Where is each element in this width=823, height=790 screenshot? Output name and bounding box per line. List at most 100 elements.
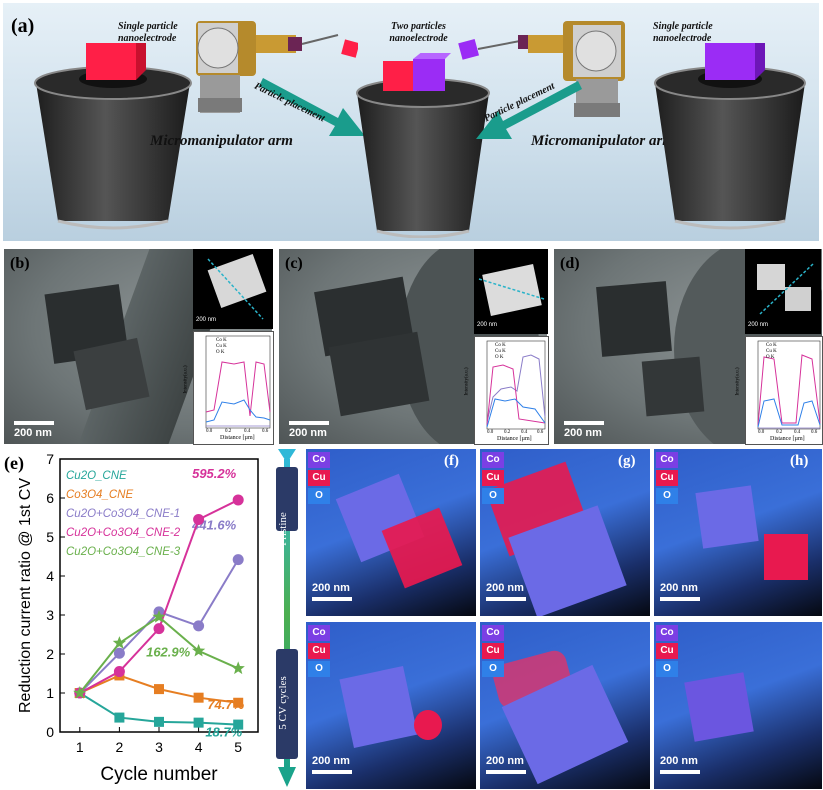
y-axis-label: Reduction current ratio @ 1st CV	[17, 478, 34, 713]
scale-bar-label: 200 nm	[564, 427, 602, 439]
micromanipulator-left-label: Micromanipulator arm	[150, 133, 293, 149]
panel-c-label: (c)	[285, 255, 303, 272]
legend-entry: Cu2O+Co3O4_CNE-2	[66, 527, 181, 539]
center-electrode	[356, 53, 490, 238]
data-point	[154, 684, 164, 695]
y-tick-label: 0	[46, 724, 54, 740]
legend-entry: Cu2O+Co3O4_CNE-3	[66, 546, 181, 558]
legend-co: Co	[656, 452, 678, 468]
data-point	[152, 609, 166, 623]
panel-e-label: (e)	[4, 453, 24, 474]
legend-o: O	[308, 488, 330, 504]
scale-bar-label: 200 nm	[660, 582, 698, 594]
legend-co: Co	[308, 452, 330, 468]
x-tick-label: 4	[195, 739, 203, 755]
data-point	[232, 494, 244, 506]
data-point	[193, 513, 205, 525]
right-electrode	[654, 43, 806, 230]
data-point	[233, 719, 244, 730]
legend-cu: Cu	[308, 643, 330, 659]
data-point	[232, 554, 244, 566]
y-tick-label: 1	[46, 685, 54, 701]
left-arrow	[259, 78, 365, 136]
map-f-pristine: Co Cu O (f) 200 nm	[306, 449, 476, 616]
legend-o: O	[482, 661, 504, 677]
scale-bar-label: 200 nm	[289, 427, 327, 439]
panel-d-label: (d)	[560, 255, 580, 272]
data-point	[233, 697, 244, 708]
data-label: 595.2%	[192, 466, 237, 481]
panel-b-haadf-inset: 200 nm	[193, 249, 273, 329]
legend-co: Co	[308, 625, 330, 641]
map-g-pristine: Co Cu O (g) 200 nm	[480, 449, 650, 616]
legend-co: Co	[482, 452, 504, 468]
panel-b-label: (b)	[10, 255, 30, 272]
panel-b-linescan: Co K Cu K O K Intensity(a.u.) 0.0 0.2 0.…	[184, 331, 274, 445]
scale-bar	[486, 597, 526, 601]
scale-bar	[564, 421, 604, 425]
data-point	[73, 686, 87, 699]
data-label: 18.7%	[205, 725, 242, 740]
y-tick-label: 3	[46, 607, 54, 623]
x-tick-label: 3	[155, 739, 163, 755]
map-f-cycled: Co Cu O 200 nm	[306, 622, 476, 789]
legend-co: Co	[482, 625, 504, 641]
panel-a-label: (a)	[11, 15, 35, 37]
legend-cu: Cu	[656, 643, 678, 659]
legend-o: O	[308, 661, 330, 677]
data-label: 74.7%	[207, 697, 244, 712]
scale-bar	[289, 421, 329, 425]
scale-bar	[486, 770, 526, 774]
y-tick-label: 7	[46, 451, 54, 467]
legend-o: O	[656, 661, 678, 677]
scale-bar	[312, 770, 352, 774]
panel-d-linescan: Co K Cu K O K Intensity(a.u.) 0.0 0.2 0.…	[736, 336, 823, 445]
data-point	[153, 623, 165, 635]
data-point	[231, 661, 245, 675]
left-manipulator	[196, 21, 358, 113]
single-particle-left-label: Single particle nanoelectrode	[118, 21, 178, 44]
two-particles-label: Two particles nanoelectrode	[389, 21, 448, 44]
panel-a-schematic: (a) Single particle nanoelectrode Partic…	[3, 3, 819, 241]
panel-e-chart: 0 1 2 3 4 5 6 7 1 2 3 4 5 Cycle number Reduction curre…	[4, 451, 259, 785]
scale-bar-label: 200 nm	[312, 582, 350, 594]
legend-entry: Co3O4_CNE	[66, 489, 133, 501]
legend-entry: Cu2O+Co3O4_CNE-1	[66, 508, 180, 520]
legend-cu: Cu	[482, 470, 504, 486]
single-particle-right-label: Single particle nanoelectrode	[653, 21, 713, 44]
panel-g-label: (g)	[618, 453, 636, 469]
map-g-cycled: Co Cu O 200 nm	[480, 622, 650, 789]
y-tick-label: 5	[46, 529, 54, 545]
y-tick-label: 2	[46, 646, 54, 662]
data-point	[191, 643, 206, 657]
legend-o: O	[482, 488, 504, 504]
data-point	[154, 716, 164, 727]
legend-entry: Cu2O_CNE	[66, 470, 127, 482]
scale-bar-label: 200 nm	[486, 755, 524, 767]
legend-co: Co	[656, 625, 678, 641]
legend-cu: Cu	[308, 470, 330, 486]
scale-bar-label: 200 nm	[660, 755, 698, 767]
x-tick-label: 5	[234, 739, 242, 755]
data-point	[193, 620, 205, 632]
data-point	[112, 636, 127, 649]
right-arrow	[476, 81, 582, 139]
scale-bar	[312, 597, 352, 601]
data-point	[193, 692, 204, 703]
scale-bar	[660, 770, 700, 774]
panel-f-label: (f)	[444, 453, 459, 469]
left-electrode	[34, 43, 192, 230]
panel-d-haadf-inset: 200 nm	[745, 249, 821, 334]
right-manipulator	[458, 21, 625, 117]
panel-c-haadf-inset: 200 nm	[474, 249, 548, 334]
micromanipulator-right-label: Micromanipulator arm	[531, 133, 674, 149]
data-point	[114, 712, 125, 723]
map-h-pristine: Co Cu O (h) 200 nm	[654, 449, 822, 616]
scale-bar	[14, 421, 54, 425]
y-tick-label: 6	[46, 490, 54, 506]
panel-c-linescan: Co K Cu K O K Intensity(a.u.) 0.0 0.2 0.…	[465, 336, 549, 445]
x-tick-label: 1	[76, 739, 84, 755]
scale-bar-label: 200 nm	[14, 427, 52, 439]
scale-bar	[660, 597, 700, 601]
timeline-cycles-label: 5 CV cycles	[277, 676, 289, 730]
